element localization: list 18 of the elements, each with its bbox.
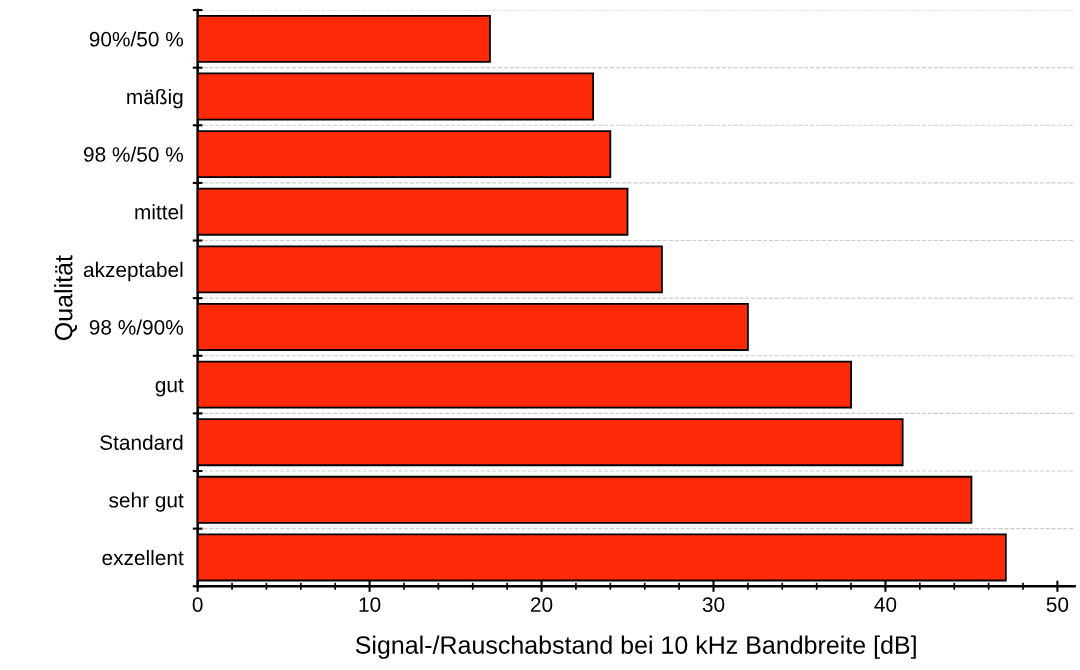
y-tick-label: sehr gut <box>109 492 184 512</box>
y-tick-label: Standard <box>100 434 183 450</box>
x-tick-label: 30 <box>702 597 725 612</box>
y-axis-title: Qualität <box>54 255 77 341</box>
y-tick-label: 90%/50 % <box>89 31 184 47</box>
x-tick-label: 10 <box>359 597 381 612</box>
y-tick-label: mäßig <box>127 88 183 109</box>
x-tick-label: 20 <box>531 597 553 612</box>
y-tick-label: gut <box>155 378 184 397</box>
x-tick-label: 50 <box>1046 597 1069 612</box>
x-tick-label: 0 <box>192 597 203 612</box>
x-tick-label: 40 <box>874 597 897 612</box>
y-tick-label: exzellent <box>102 549 184 566</box>
x-axis-title: Signal-/Rauschabstand bei 10 kHz Bandbreite [dB] <box>355 635 916 659</box>
y-tick-label: mittel <box>135 204 183 220</box>
y-tick-label: 98 %/50 % <box>83 146 184 162</box>
y-tick-label: 98 %/90% <box>89 319 184 335</box>
y-tick-label: akzeptabel <box>83 261 183 282</box>
